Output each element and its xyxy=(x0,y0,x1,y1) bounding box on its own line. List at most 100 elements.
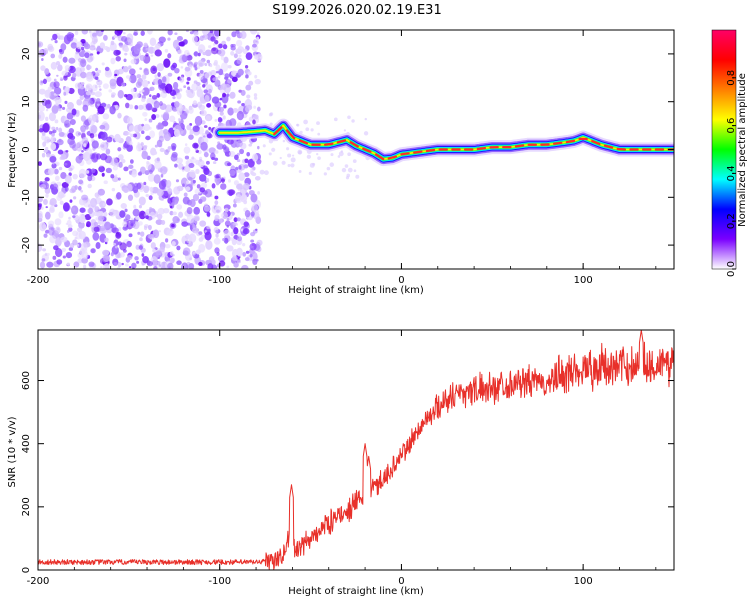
noise-speck xyxy=(51,126,56,131)
noise-speck xyxy=(92,232,100,241)
noise-speck xyxy=(38,212,43,221)
noise-speck xyxy=(68,87,75,95)
noise-speck xyxy=(364,117,367,121)
noise-speck xyxy=(172,127,176,131)
noise-speck xyxy=(164,149,169,156)
spectrogram-ridge xyxy=(212,118,674,167)
noise-speck xyxy=(236,110,244,121)
noise-speck xyxy=(136,260,140,264)
noise-speck xyxy=(94,91,102,98)
noise-speck xyxy=(94,133,98,137)
noise-speck xyxy=(114,245,118,249)
noise-speck xyxy=(50,136,56,142)
noise-speck xyxy=(205,178,210,183)
noise-speck xyxy=(189,169,196,179)
noise-speck xyxy=(127,116,133,125)
noise-speck xyxy=(40,206,44,210)
noise-speck xyxy=(120,36,128,42)
noise-speck xyxy=(176,204,183,210)
noise-speck xyxy=(79,84,85,90)
noise-speck xyxy=(127,42,131,45)
noise-speck xyxy=(114,73,118,77)
noise-speck xyxy=(71,185,77,193)
colorbar-tick-label: 0.4 xyxy=(726,165,737,181)
noise-speck xyxy=(253,114,259,120)
noise-speck xyxy=(218,106,225,113)
noise-speck xyxy=(88,261,95,267)
noise-speck xyxy=(57,149,64,155)
noise-speck xyxy=(81,150,84,153)
noise-speck xyxy=(121,262,124,266)
noise-speck xyxy=(72,72,77,78)
noise-speck xyxy=(156,63,165,72)
noise-speck xyxy=(129,141,133,146)
noise-speck xyxy=(45,116,49,122)
noise-speck xyxy=(38,196,43,203)
noise-speck xyxy=(86,75,94,82)
noise-speck xyxy=(141,79,149,88)
colorbar-label: Normalized spectral amplitude xyxy=(737,73,748,227)
noise-speck xyxy=(155,43,161,49)
noise-speck xyxy=(47,220,55,227)
noise-speck xyxy=(129,68,136,76)
noise-speck xyxy=(127,132,131,136)
noise-speck xyxy=(207,170,213,177)
noise-speck xyxy=(193,31,199,36)
noise-speck xyxy=(206,59,211,64)
noise-speck xyxy=(238,172,246,181)
noise-speck xyxy=(254,176,261,181)
noise-speck xyxy=(71,207,76,212)
noise-speck xyxy=(184,155,190,160)
noise-speck xyxy=(49,155,57,163)
noise-speck xyxy=(104,66,110,72)
noise-speck xyxy=(161,220,166,225)
noise-speck xyxy=(52,33,58,41)
noise-speck xyxy=(182,196,190,205)
noise-speck xyxy=(128,164,134,170)
noise-speck xyxy=(218,43,223,49)
noise-speck xyxy=(59,156,64,160)
noise-speck xyxy=(90,248,96,254)
noise-speck xyxy=(248,143,252,147)
noise-speck xyxy=(56,227,60,231)
noise-speck xyxy=(268,152,272,156)
noise-speck xyxy=(239,148,245,155)
noise-speck xyxy=(259,169,265,175)
ridge-peak xyxy=(324,142,334,146)
noise-speck xyxy=(202,51,207,56)
noise-speck xyxy=(141,150,148,160)
noise-speck xyxy=(90,197,98,208)
noise-speck xyxy=(229,91,236,99)
noise-speck xyxy=(216,181,220,186)
noise-speck xyxy=(346,173,351,178)
noise-speck xyxy=(91,168,96,174)
noise-speck xyxy=(204,188,212,198)
noise-speck xyxy=(156,92,160,98)
noise-speck xyxy=(173,128,180,137)
noise-speck xyxy=(66,101,74,110)
noise-speck xyxy=(176,107,183,116)
noise-speck xyxy=(232,255,238,261)
noise-speck xyxy=(103,180,108,185)
noise-speck xyxy=(117,147,122,152)
noise-speck xyxy=(212,161,217,165)
noise-speck xyxy=(236,235,243,242)
noise-speck xyxy=(176,35,183,41)
noise-speck xyxy=(130,217,134,221)
ridge-peak xyxy=(400,152,410,156)
noise-speck xyxy=(164,83,173,94)
noise-speck xyxy=(46,153,51,158)
noise-speck xyxy=(51,163,57,169)
noise-speck xyxy=(158,230,161,233)
noise-speck xyxy=(227,162,232,167)
snr-y-tick-label: 0 xyxy=(21,567,32,573)
noise-speck xyxy=(251,203,259,212)
noise-speck xyxy=(111,227,119,234)
spectrogram-y-tick-label: -20 xyxy=(21,237,32,253)
noise-speck xyxy=(147,224,152,231)
noise-speck xyxy=(84,52,90,59)
noise-speck xyxy=(42,248,47,252)
spectrogram-x-label: Height of straight line (km) xyxy=(288,285,424,296)
noise-speck xyxy=(249,254,253,258)
